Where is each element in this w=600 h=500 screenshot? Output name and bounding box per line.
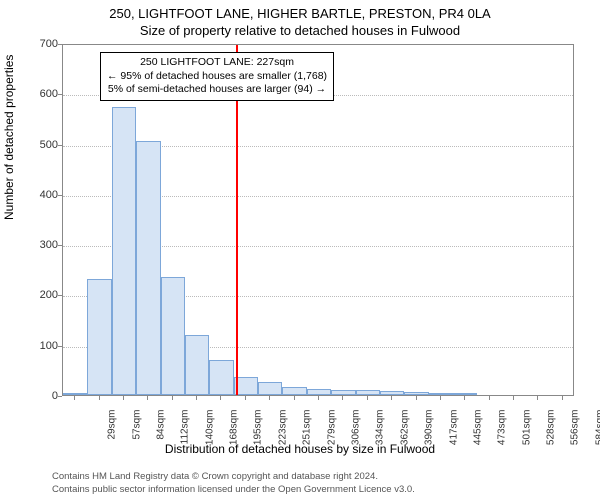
x-tick-mark bbox=[318, 396, 319, 400]
x-tick-mark bbox=[416, 396, 417, 400]
histogram-bar bbox=[185, 335, 209, 395]
y-axis-label: Number of detached properties bbox=[2, 55, 16, 220]
x-tick-mark bbox=[440, 396, 441, 400]
histogram-bar bbox=[453, 393, 477, 395]
x-tick-mark bbox=[269, 396, 270, 400]
x-tick-mark bbox=[294, 396, 295, 400]
x-tick-mark bbox=[342, 396, 343, 400]
title-address: 250, LIGHTFOOT LANE, HIGHER BARTLE, PRES… bbox=[0, 0, 600, 21]
x-tick-mark bbox=[99, 396, 100, 400]
y-tick-label: 600 bbox=[22, 88, 58, 100]
y-tick-label: 400 bbox=[22, 189, 58, 201]
x-tick-mark bbox=[245, 396, 246, 400]
histogram-bar bbox=[429, 393, 453, 395]
title-subtitle: Size of property relative to detached ho… bbox=[0, 23, 600, 38]
y-tick-label: 200 bbox=[22, 289, 58, 301]
x-tick-mark bbox=[74, 396, 75, 400]
x-tick-mark bbox=[391, 396, 392, 400]
x-axis-label: Distribution of detached houses by size … bbox=[0, 442, 600, 456]
y-tick-label: 100 bbox=[22, 340, 58, 352]
annotation-box: 250 LIGHTFOOT LANE: 227sqm← 95% of detac… bbox=[100, 52, 334, 101]
y-tick-label: 700 bbox=[22, 38, 58, 50]
histogram-bar bbox=[161, 277, 185, 395]
x-tick-mark bbox=[464, 396, 465, 400]
x-tick-mark bbox=[489, 396, 490, 400]
footer-line-2: Contains public sector information licen… bbox=[52, 484, 415, 496]
footer-attribution: Contains HM Land Registry data © Crown c… bbox=[52, 471, 415, 496]
annotation-line: ← 95% of detached houses are smaller (1,… bbox=[107, 70, 327, 84]
x-tick-mark bbox=[123, 396, 124, 400]
histogram-bar bbox=[380, 391, 404, 395]
x-tick-mark bbox=[147, 396, 148, 400]
histogram-bar bbox=[258, 382, 282, 395]
x-tick-mark bbox=[172, 396, 173, 400]
y-tick-label: 500 bbox=[22, 139, 58, 151]
x-tick-mark bbox=[220, 396, 221, 400]
x-tick-mark bbox=[367, 396, 368, 400]
y-tick-mark bbox=[58, 396, 62, 397]
footer-line-1: Contains HM Land Registry data © Crown c… bbox=[52, 471, 415, 483]
x-tick-mark bbox=[196, 396, 197, 400]
histogram-bar bbox=[331, 390, 355, 395]
histogram-bar bbox=[136, 141, 160, 395]
histogram-bar bbox=[209, 360, 233, 395]
histogram-bar bbox=[404, 392, 428, 395]
chart-container: 250, LIGHTFOOT LANE, HIGHER BARTLE, PRES… bbox=[0, 0, 600, 500]
histogram-bar bbox=[356, 390, 380, 395]
x-tick-mark bbox=[562, 396, 563, 400]
histogram-bar bbox=[63, 393, 87, 396]
histogram-bar bbox=[282, 387, 306, 395]
x-tick-mark bbox=[537, 396, 538, 400]
x-tick-mark bbox=[513, 396, 514, 400]
y-tick-label: 0 bbox=[22, 390, 58, 402]
annotation-line: 250 LIGHTFOOT LANE: 227sqm bbox=[107, 56, 327, 70]
y-tick-label: 300 bbox=[22, 239, 58, 251]
annotation-line: 5% of semi-detached houses are larger (9… bbox=[107, 83, 327, 97]
histogram-bar bbox=[87, 279, 111, 395]
histogram-bar bbox=[112, 107, 136, 395]
histogram-bar bbox=[307, 389, 331, 395]
